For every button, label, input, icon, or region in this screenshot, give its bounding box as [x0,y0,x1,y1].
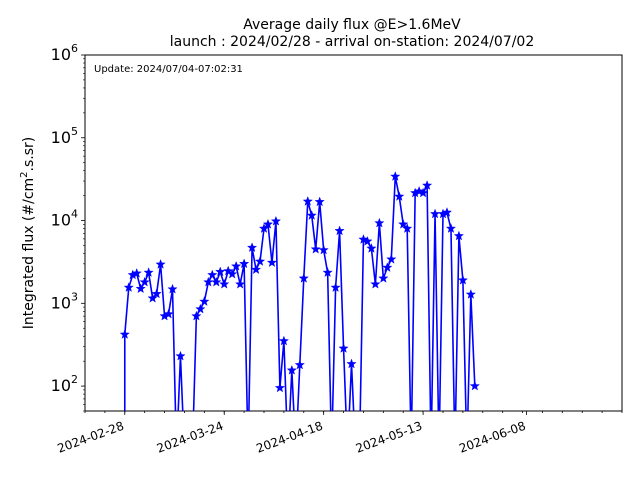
data-point-marker [254,256,266,266]
data-point-marker [147,292,158,303]
marker-layer [119,171,480,393]
data-point-marker [195,303,206,314]
data-point-marker [167,283,178,294]
data-point-marker [318,244,329,255]
data-point-marker [219,278,230,289]
data-point-marker [302,196,313,206]
data-point-marker [362,236,373,246]
data-point-marker [286,364,297,375]
data-point-marker [215,266,226,277]
data-point-marker [386,253,397,264]
chart-subtitle: launch : 2024/02/28 - arrival on-station… [170,34,535,50]
y-tick-base: 10 [51,211,71,230]
data-point-marker [398,218,409,229]
data-point-marker [207,269,218,280]
data-point-marker [155,259,166,269]
data-point-marker [374,217,385,228]
data-point-marker [306,210,317,220]
data-point-marker [418,187,429,198]
data-point-marker [151,288,162,299]
y-axis-label-superscript: 2 [19,171,30,177]
y-tick-label: 103 [51,290,78,312]
data-point-marker [211,276,222,287]
data-point-marker [131,267,142,278]
data-point-marker [366,243,377,253]
data-point-marker [274,382,286,393]
y-tick-base: 10 [51,45,71,64]
data-point-marker [314,196,325,207]
y-tick-exponent: 2 [71,373,78,386]
y-tick-exponent: 3 [71,290,78,303]
data-point-marker [163,308,174,319]
data-point-marker [394,191,405,201]
data-point-marker [310,243,321,254]
data-point-marker [227,268,238,279]
y-tick-label: 105 [51,125,78,147]
data-point-marker [445,223,457,233]
data-point-marker [191,310,202,321]
data-point-marker [270,215,282,226]
chart-title: Average daily flux @E>1.6MeV [243,17,461,33]
data-point-marker [421,180,433,190]
data-point-marker [266,257,278,267]
data-point-marker [258,223,270,233]
data-point-marker [346,358,357,369]
data-point-marker [231,260,242,271]
data-point-marker [239,258,250,269]
data-point-marker [322,267,333,277]
data-point-marker [135,283,146,294]
data-point-marker [278,335,289,346]
data-point-marker [378,273,389,283]
data-point-marker [465,289,476,299]
data-point-marker [143,267,154,277]
data-point-marker [469,380,480,391]
data-point-marker [453,230,465,241]
data-point-marker [370,278,381,289]
data-point-marker [390,171,401,181]
data-point-marker [441,207,453,217]
y-tick-label: 106 [51,42,78,64]
data-point-marker [330,282,341,292]
y-tick-base: 10 [51,293,71,312]
y-tick-label: 102 [51,373,78,395]
y-tick-label: 104 [51,208,78,230]
y-tick-exponent: 4 [71,208,78,221]
data-point-marker [246,242,258,253]
y-axis-label-suffix: .s.sr) [21,137,37,172]
data-point-marker [175,350,186,361]
y-tick-base: 10 [51,376,71,395]
data-point-marker [402,223,413,233]
y-tick-exponent: 5 [71,125,78,138]
data-point-marker [119,329,130,339]
y-tick-base: 10 [51,128,71,147]
data-point-marker [235,278,246,289]
data-point-marker [457,274,468,285]
y-axis-label: Integrated flux (#/cm2.s.sr) [19,137,37,330]
data-point-marker [334,225,345,236]
data-point-marker [250,264,262,275]
data-point-marker [298,273,309,283]
data-point-marker [338,343,349,353]
y-axis-label-prefix: Integrated flux (#/cm [21,178,37,329]
data-point-marker [294,359,305,370]
data-point-marker [382,262,393,272]
data-point-marker [262,218,274,229]
data-point-marker [199,296,210,306]
update-annotation: Update: 2024/07/04-07:02:31 [94,64,243,75]
y-tick-exponent: 6 [71,42,78,55]
data-point-marker [123,282,134,292]
data-point-marker [139,276,150,287]
